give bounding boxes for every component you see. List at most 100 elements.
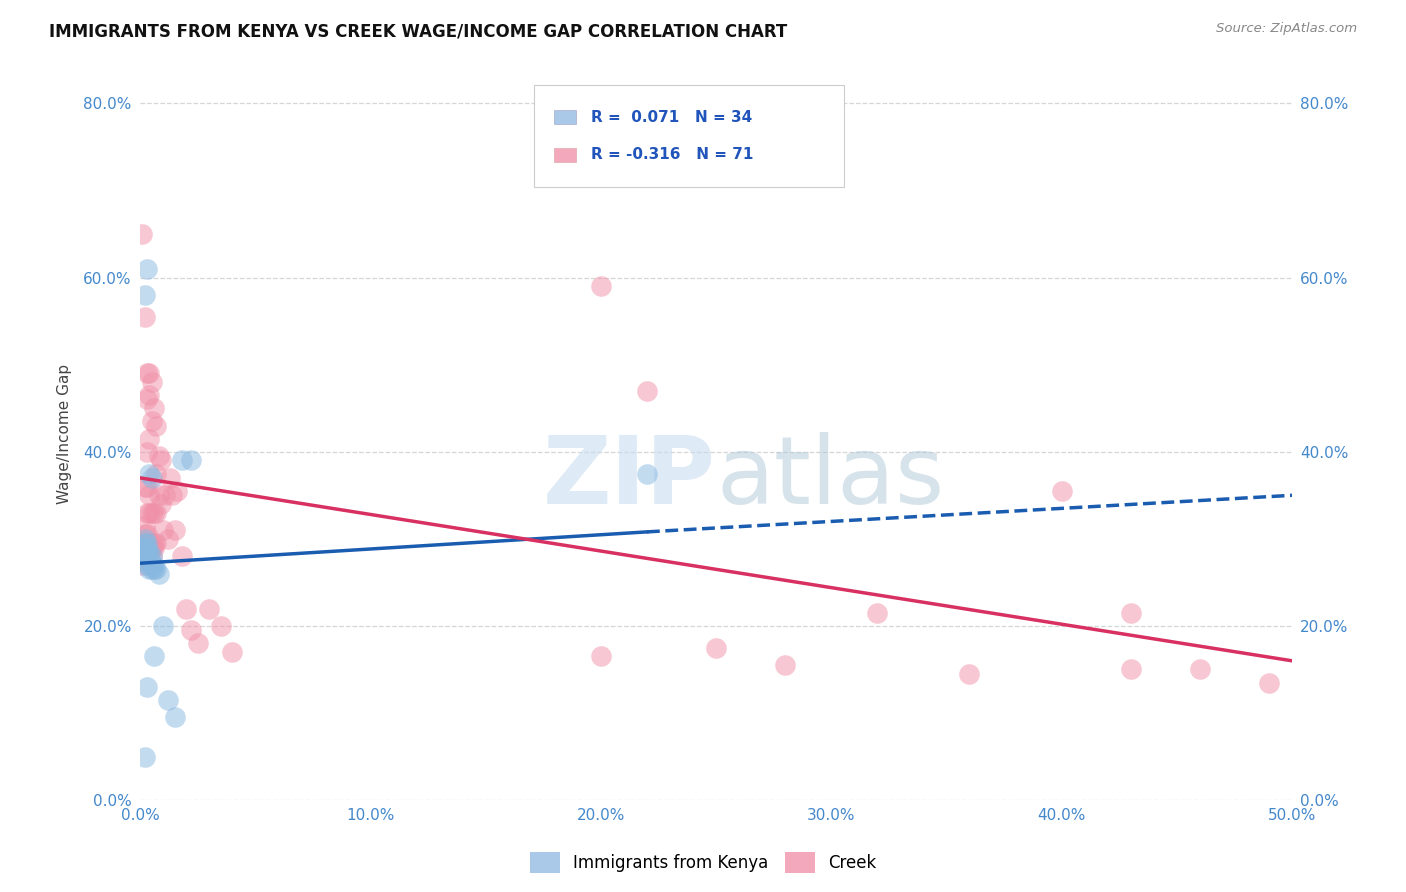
Point [138,545,160,559]
Point [187,636,209,650]
Point [134,536,156,550]
Point [198,601,221,615]
Point [138,562,160,576]
Point [141,471,163,485]
Point [142,562,165,576]
Point [170,453,193,467]
Point [145,467,167,481]
Point [1119,663,1142,677]
Point [148,488,170,502]
Point [134,480,156,494]
Point [136,541,159,555]
Point [134,545,156,559]
Point [136,367,159,381]
Point [142,401,165,416]
Point [136,545,159,559]
Point [141,506,163,520]
Point [134,527,156,541]
Point [131,554,153,568]
Point [209,619,232,633]
Point [1119,606,1142,620]
Point [138,432,160,446]
Point [636,384,658,398]
Point [142,541,165,555]
Point [152,523,174,537]
Point [138,536,160,550]
Point [170,549,193,564]
Point [145,536,167,550]
Point [131,545,153,559]
Point [773,658,796,673]
Point [148,566,170,581]
Point [136,536,159,550]
Point [149,453,172,467]
Point [156,693,179,707]
Point [148,449,170,463]
Point [156,532,179,546]
Point [141,558,163,572]
Point [636,467,658,481]
Point [149,497,172,511]
Point [136,545,159,559]
Point [142,558,165,572]
Point [141,414,163,428]
Point [155,488,177,502]
Point [142,649,165,664]
Point [866,606,889,620]
Point [138,467,160,481]
Point [131,549,153,564]
Point [136,506,159,520]
Text: R =  0.071   N = 34: R = 0.071 N = 34 [591,110,752,125]
Point [163,710,186,724]
Point [134,532,156,546]
Text: IMMIGRANTS FROM KENYA VS CREEK WAGE/INCOME GAP CORRELATION CHART: IMMIGRANTS FROM KENYA VS CREEK WAGE/INCO… [49,22,787,40]
Point [221,645,243,659]
Point [141,549,163,564]
Point [166,483,188,498]
Point [138,506,160,520]
Point [163,523,186,537]
Point [134,288,156,302]
Text: R = -0.316   N = 71: R = -0.316 N = 71 [591,147,752,162]
Point [145,506,167,520]
Point [180,624,202,638]
Point [138,549,160,564]
Point [134,549,156,564]
Point [145,418,167,433]
Point [162,488,184,502]
Point [134,310,156,324]
Point [136,536,159,550]
Point [138,367,160,381]
Y-axis label: Wage/Income Gap: Wage/Income Gap [58,364,72,504]
Point [141,549,163,564]
Point [1050,483,1073,498]
Point [1188,663,1211,677]
Point [131,541,153,555]
Point [136,527,159,541]
Point [152,619,174,633]
Point [959,666,981,681]
Point [136,392,159,407]
Point [136,558,159,572]
Point [134,541,156,555]
Point [141,541,163,555]
Point [136,444,159,458]
Point [141,375,163,389]
Point [142,506,165,520]
Point [136,480,159,494]
Point [134,749,156,764]
Point [136,680,159,694]
Point [134,536,156,550]
Point [131,536,153,550]
Point [131,551,153,566]
Point [138,488,160,502]
Point [589,279,612,293]
Point [159,471,181,485]
Point [134,541,156,555]
Text: atlas: atlas [716,433,945,524]
Point [145,562,167,576]
Point [142,536,165,550]
Point [131,558,153,572]
Text: Source: ZipAtlas.com: Source: ZipAtlas.com [1216,22,1357,36]
Point [138,388,160,402]
